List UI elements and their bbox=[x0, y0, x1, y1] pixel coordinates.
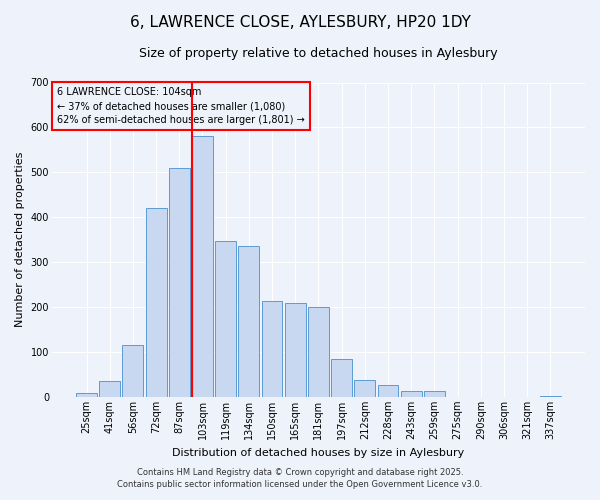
Text: 6 LAWRENCE CLOSE: 104sqm
← 37% of detached houses are smaller (1,080)
62% of sem: 6 LAWRENCE CLOSE: 104sqm ← 37% of detach… bbox=[57, 87, 305, 125]
Bar bbox=[377, 385, 398, 397]
Bar bbox=[192, 136, 213, 397]
Bar bbox=[401, 392, 422, 397]
Bar bbox=[146, 208, 167, 397]
Bar bbox=[308, 307, 329, 397]
Bar bbox=[99, 381, 120, 397]
Bar bbox=[169, 168, 190, 397]
Bar bbox=[355, 380, 375, 397]
Bar bbox=[540, 396, 561, 397]
Bar bbox=[285, 302, 305, 397]
Text: 6, LAWRENCE CLOSE, AYLESBURY, HP20 1DY: 6, LAWRENCE CLOSE, AYLESBURY, HP20 1DY bbox=[130, 15, 470, 30]
Bar bbox=[215, 240, 236, 397]
Bar bbox=[238, 246, 259, 397]
Bar bbox=[262, 301, 283, 397]
Text: Contains HM Land Registry data © Crown copyright and database right 2025.
Contai: Contains HM Land Registry data © Crown c… bbox=[118, 468, 482, 489]
X-axis label: Distribution of detached houses by size in Aylesbury: Distribution of detached houses by size … bbox=[172, 448, 464, 458]
Bar bbox=[122, 345, 143, 397]
Bar bbox=[76, 394, 97, 397]
Bar bbox=[331, 358, 352, 397]
Y-axis label: Number of detached properties: Number of detached properties bbox=[15, 152, 25, 328]
Title: Size of property relative to detached houses in Aylesbury: Size of property relative to detached ho… bbox=[139, 48, 498, 60]
Bar bbox=[424, 391, 445, 397]
